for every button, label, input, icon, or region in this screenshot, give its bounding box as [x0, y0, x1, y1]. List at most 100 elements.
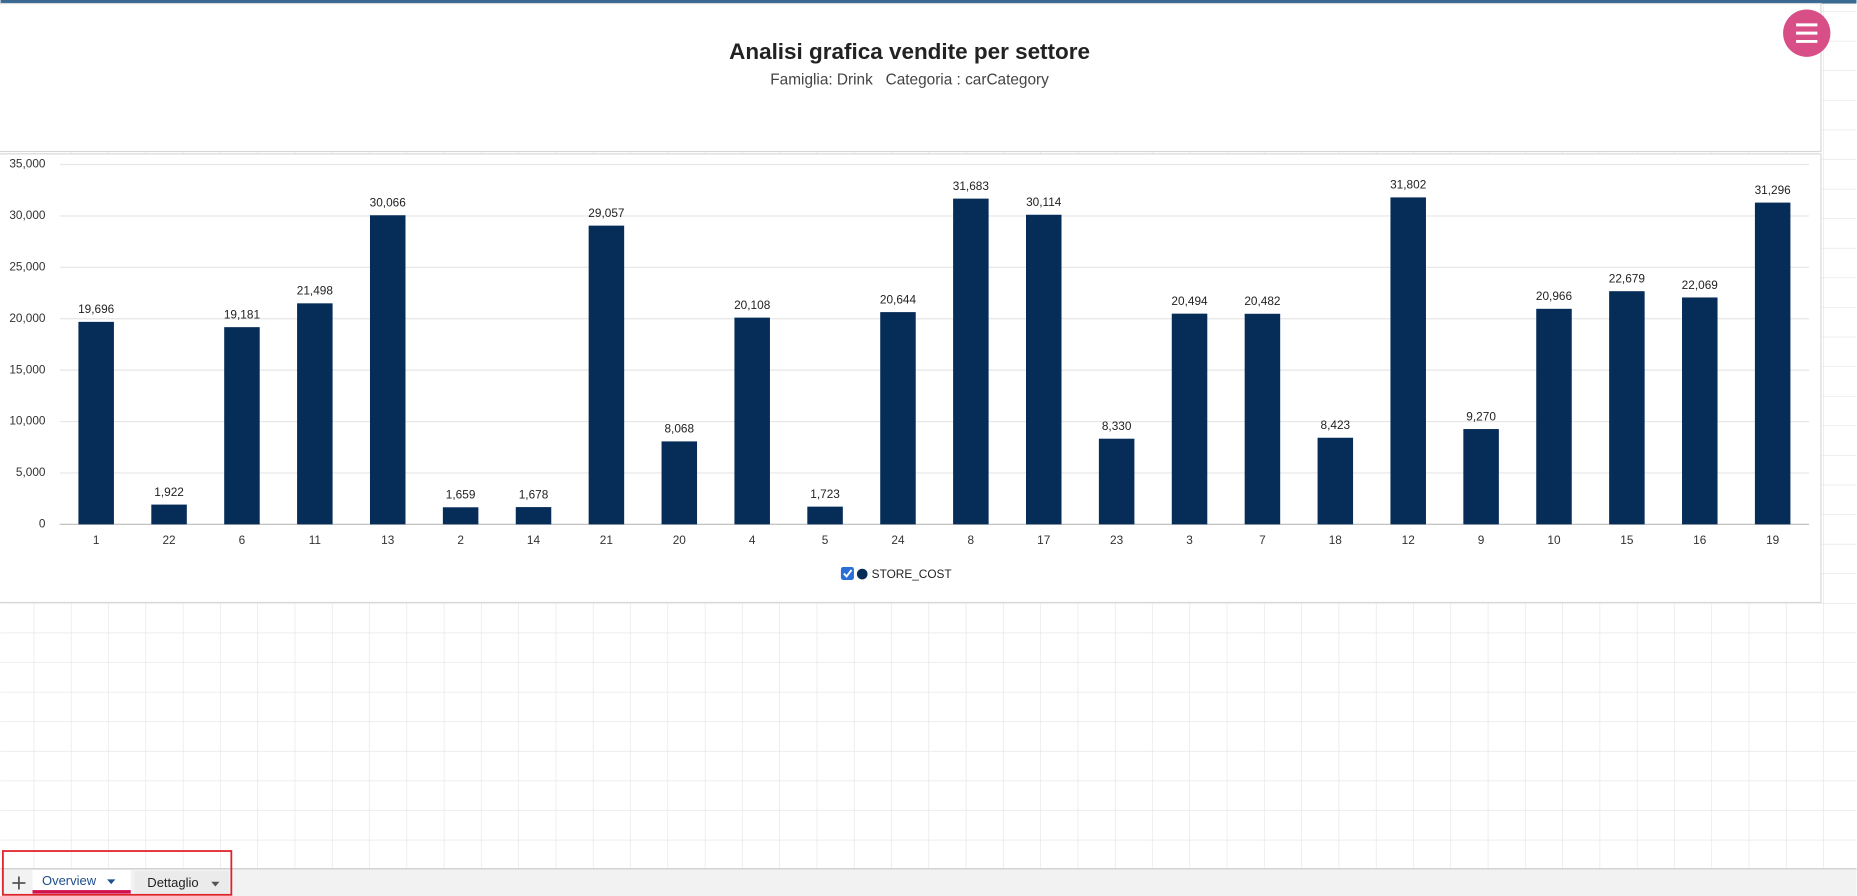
x-tick-label: 15: [1620, 533, 1634, 547]
x-tick-label: 21: [600, 533, 613, 547]
data-label: 22,069: [1682, 278, 1719, 292]
data-label: 20,108: [734, 298, 771, 312]
x-tick-label: 17: [1037, 533, 1050, 547]
chart-subtitle: Famiglia: Drink Categoria : carCategory: [770, 72, 1049, 89]
tab-bar: [0, 868, 1857, 896]
tab-label[interactable]: Overview: [42, 873, 97, 888]
legend-label[interactable]: STORE_COST: [872, 567, 952, 581]
chart-title: Analisi grafica vendite per settore: [729, 39, 1090, 64]
bar: [297, 303, 333, 525]
tab[interactable]: Dettaglio: [134, 871, 229, 895]
y-tick-label: 20,000: [9, 311, 46, 325]
legend[interactable]: STORE_COST: [840, 566, 952, 581]
x-tick-label: 14: [527, 533, 541, 547]
bar: [151, 504, 187, 525]
data-label: 8,068: [664, 422, 694, 436]
data-label: 1,659: [446, 488, 476, 502]
bar: [588, 225, 625, 525]
data-label: 31,296: [1755, 183, 1792, 197]
x-tick-label: 11: [309, 533, 321, 547]
tab[interactable]: Overview: [32, 869, 131, 895]
x-tick-label: 1: [93, 533, 100, 547]
legend-swatch: [856, 568, 868, 580]
data-label: 20,966: [1536, 289, 1573, 303]
y-tick-label: 15,000: [9, 362, 46, 376]
data-label: 29,057: [588, 206, 624, 220]
data-label: 1,678: [519, 487, 549, 501]
x-tick-label: 23: [1110, 533, 1124, 547]
header-panel: [0, 2, 1822, 153]
bar: [1098, 438, 1135, 525]
checkmark: [843, 569, 853, 578]
bar: [734, 317, 770, 525]
highlight-box: [2, 850, 233, 896]
data-label: 30,066: [370, 196, 407, 210]
menu-icon[interactable]: [1796, 23, 1818, 43]
bar: [1609, 291, 1645, 525]
bar: [1754, 202, 1791, 525]
add-tab[interactable]: [12, 876, 26, 890]
x-tick-label: 12: [1402, 533, 1415, 547]
data-label: 21,498: [297, 284, 334, 298]
x-tick-label: 2: [457, 533, 464, 547]
data-label: 20,494: [1171, 294, 1208, 308]
x-tick-label: 22: [162, 533, 175, 547]
bar: [369, 215, 406, 525]
tab-dropdown[interactable]: [107, 879, 116, 885]
bar: [1026, 214, 1062, 525]
x-tick-label: 18: [1329, 533, 1343, 547]
x-tick-label: 24: [891, 533, 905, 547]
data-label: 31,683: [953, 179, 990, 193]
bar: [1682, 297, 1718, 525]
tab-background[interactable]: [134, 871, 229, 895]
data-label: 20,644: [880, 292, 917, 306]
x-tick-label: 6: [239, 533, 246, 547]
data-label: 1,723: [810, 487, 840, 501]
tab-active-indicator: [32, 890, 131, 894]
data-label: 22,679: [1609, 271, 1646, 285]
bar: [1171, 313, 1208, 525]
x-tick-label: 4: [749, 533, 756, 547]
bar: [807, 506, 843, 525]
legend-checkbox[interactable]: [840, 566, 854, 580]
x-tick-label: 20: [673, 533, 687, 547]
x-tick-label: 19: [1766, 533, 1780, 547]
bar: [224, 327, 260, 525]
data-label: 19,181: [224, 307, 260, 321]
bar: [1244, 313, 1281, 525]
x-tick-label: 5: [822, 533, 829, 547]
data-label: 31,802: [1390, 178, 1426, 192]
data-label: 9,270: [1466, 409, 1496, 423]
data-label: 1,922: [154, 485, 184, 499]
bar-chart: 0 5,000 10,000 15,000 20,000 25,000 30,000 35,0…: [9, 157, 1810, 547]
bar: [1463, 429, 1499, 525]
top-bar: [0, 0, 1857, 4]
bar: [661, 441, 698, 525]
y-tick-label: 5,000: [16, 465, 46, 479]
bar: [515, 507, 552, 525]
bar: [953, 198, 989, 525]
data-label: 30,114: [1026, 195, 1062, 209]
x-tick-label: 13: [381, 533, 395, 547]
y-tick-label: 35,000: [9, 157, 46, 171]
bar: [78, 321, 114, 525]
bar: [442, 507, 479, 525]
x-tick-label: 3: [1186, 533, 1193, 547]
bar: [1536, 308, 1572, 525]
y-tick-label: 10,000: [9, 414, 46, 428]
data-label: 20,482: [1244, 294, 1280, 308]
tab-label[interactable]: Dettaglio: [147, 875, 198, 890]
data-label: 19,696: [78, 302, 115, 316]
bar: [1390, 197, 1426, 525]
x-tick-label: 9: [1478, 533, 1485, 547]
x-tick-label: 16: [1693, 533, 1707, 547]
x-tick-label: 10: [1547, 533, 1561, 547]
menu-button[interactable]: [1783, 9, 1831, 57]
y-tick-label: 25,000: [9, 259, 46, 273]
bar: [1317, 437, 1354, 525]
x-tick-label: 7: [1259, 533, 1266, 547]
y-tick-label: 0: [39, 516, 46, 530]
tab-dropdown[interactable]: [211, 881, 220, 887]
